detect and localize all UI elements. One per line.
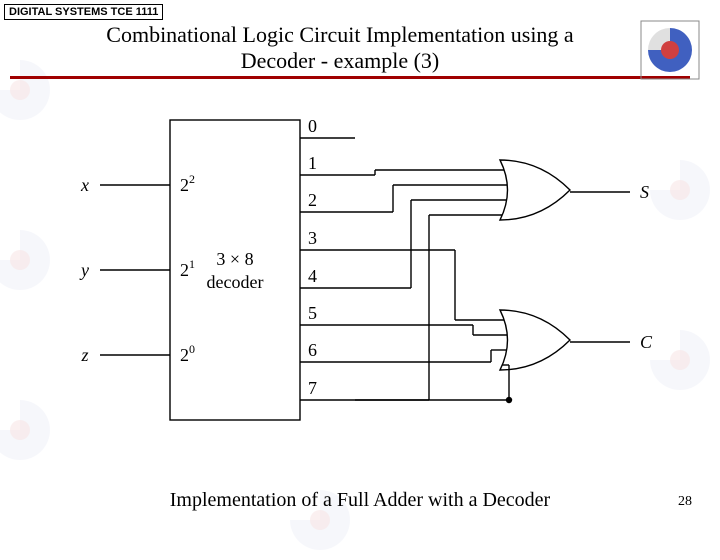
page-number: 28 bbox=[678, 494, 692, 510]
title-underline bbox=[10, 76, 690, 79]
caption: Implementation of a Full Adder with a De… bbox=[0, 489, 720, 512]
circuit-diagram: 3 × 8decoderx22y21z2001234567SC bbox=[70, 100, 670, 460]
title-line1: Combinational Logic Circuit Implementati… bbox=[106, 22, 573, 47]
svg-text:6: 6 bbox=[308, 340, 317, 360]
course-label: DIGITAL SYSTEMS TCE 1111 bbox=[4, 4, 163, 20]
title-line2: Decoder - example (3) bbox=[241, 48, 440, 73]
logo-icon bbox=[640, 20, 700, 80]
page-title: Combinational Logic Circuit Implementati… bbox=[60, 22, 620, 74]
svg-text:7: 7 bbox=[308, 378, 317, 398]
svg-text:3 × 8: 3 × 8 bbox=[216, 249, 253, 269]
svg-text:C: C bbox=[640, 332, 653, 352]
svg-text:S: S bbox=[640, 182, 649, 202]
svg-text:3: 3 bbox=[308, 228, 317, 248]
svg-text:4: 4 bbox=[308, 266, 317, 286]
svg-text:2: 2 bbox=[308, 190, 317, 210]
svg-text:0: 0 bbox=[308, 116, 317, 136]
bg-decor bbox=[0, 390, 60, 470]
svg-text:5: 5 bbox=[308, 303, 317, 323]
svg-text:y: y bbox=[79, 260, 89, 280]
svg-text:z: z bbox=[80, 345, 88, 365]
svg-text:x: x bbox=[80, 175, 89, 195]
svg-text:1: 1 bbox=[308, 153, 317, 173]
bg-decor bbox=[0, 50, 60, 130]
bg-decor bbox=[0, 220, 60, 300]
svg-text:decoder: decoder bbox=[207, 272, 264, 292]
